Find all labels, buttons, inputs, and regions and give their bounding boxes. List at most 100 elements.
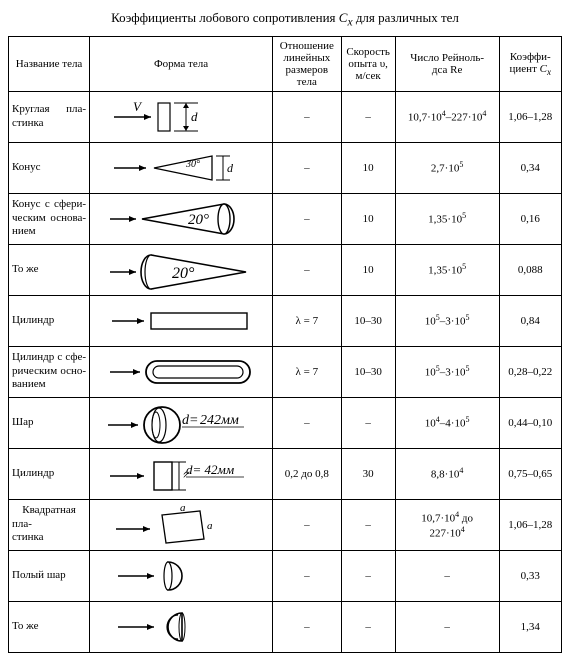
- cell-name: Цилиндр с сфе-рическим осно-ванием: [9, 346, 90, 397]
- cell-speed: 10: [341, 142, 395, 193]
- cell-cx: 0,088: [499, 244, 561, 295]
- table-row: Цилиндр с сфе-рическим осно-ванием λ = 7…: [9, 346, 562, 397]
- table-row: Полый шар –––0,33: [9, 550, 562, 601]
- cell-re: –: [395, 601, 499, 652]
- table-row: То же –––1,34: [9, 601, 562, 652]
- cell-name: Конус с сфери-ческим основа-нием: [9, 193, 90, 244]
- cell-cx: 1,06–1,28: [499, 499, 561, 550]
- hdr-cx-l2: циент: [510, 63, 540, 75]
- hdr-cx: Коэффи- циент Cx: [499, 36, 561, 91]
- cell-ratio: –: [273, 193, 342, 244]
- cell-cx: 0,28–0,22: [499, 346, 561, 397]
- title-tail: для различных тел: [353, 10, 459, 25]
- svg-text:V: V: [133, 99, 143, 114]
- hdr-re-l2: дса Re: [432, 64, 462, 76]
- cell-shape: 30° d: [90, 142, 273, 193]
- cell-re: 10,7·104 до227·104: [395, 499, 499, 550]
- hdr-ratio-l3: размеров: [286, 64, 329, 76]
- cell-speed: –: [341, 550, 395, 601]
- hdr-re: Число Рейноль- дса Re: [395, 36, 499, 91]
- cell-cx: 0,44–0,10: [499, 397, 561, 448]
- svg-text:d: d: [227, 161, 234, 175]
- cell-cx: 1,34: [499, 601, 561, 652]
- cell-name: То же: [9, 244, 90, 295]
- cell-ratio: –: [273, 142, 342, 193]
- cell-cx: 0,84: [499, 295, 561, 346]
- svg-text:20°: 20°: [172, 265, 195, 282]
- svg-text:242мм: 242мм: [200, 413, 239, 428]
- cell-shape: [90, 601, 273, 652]
- cell-name: Полый шар: [9, 550, 90, 601]
- cell-re: 104–4·105: [395, 397, 499, 448]
- cell-shape: [90, 346, 273, 397]
- cell-speed: 10–30: [341, 346, 395, 397]
- table-row: Квадратная пла-стинка aa––10,7·104 до227…: [9, 499, 562, 550]
- svg-text:a: a: [180, 503, 186, 514]
- cell-name: Квадратная пла-стинка: [9, 499, 90, 550]
- cell-speed: 10: [341, 193, 395, 244]
- svg-text:d= 42мм: d= 42мм: [186, 462, 234, 477]
- table-body: Круглая пла-стинка Vd––10,7·104–227·1041…: [9, 91, 562, 652]
- hdr-shape: Форма тела: [90, 36, 273, 91]
- cell-shape: 20°: [90, 244, 273, 295]
- cell-name: Круглая пла-стинка: [9, 91, 90, 142]
- cell-re: –: [395, 550, 499, 601]
- cell-shape: d= 42мм: [90, 448, 273, 499]
- svg-text:30°: 30°: [185, 159, 200, 170]
- hdr-cx-l2b: C: [540, 63, 547, 75]
- cell-ratio: –: [273, 244, 342, 295]
- cell-shape: [90, 550, 273, 601]
- cell-cx: 0,33: [499, 550, 561, 601]
- cell-re: 8,8·104: [395, 448, 499, 499]
- cell-re: 105–3·105: [395, 346, 499, 397]
- hdr-name: Название тела: [9, 36, 90, 91]
- cell-shape: d=242мм: [90, 397, 273, 448]
- cell-name: То же: [9, 601, 90, 652]
- table-title: Коэффициенты лобового сопротивления Cx д…: [8, 10, 562, 29]
- cell-name: Цилиндр: [9, 295, 90, 346]
- svg-text:20°: 20°: [188, 212, 209, 228]
- cell-ratio: –: [273, 550, 342, 601]
- cell-re: 1,35·105: [395, 244, 499, 295]
- hdr-speed: Скорость опыта υ, м/сек: [341, 36, 395, 91]
- cell-speed: –: [341, 91, 395, 142]
- cell-shape: [90, 295, 273, 346]
- cell-re: 2,7·105: [395, 142, 499, 193]
- cell-ratio: 0,2 до 0,8: [273, 448, 342, 499]
- cell-cx: 0,75–0,65: [499, 448, 561, 499]
- cell-cx: 0,16: [499, 193, 561, 244]
- hdr-speed-l3: м/сек: [356, 70, 381, 82]
- cell-ratio: λ = 7: [273, 346, 342, 397]
- hdr-speed-l1: Скорость: [346, 46, 390, 58]
- cell-name: Шар: [9, 397, 90, 448]
- table-row: Конус 30° d –102,7·1050,34: [9, 142, 562, 193]
- cell-ratio: λ = 7: [273, 295, 342, 346]
- cell-cx: 0,34: [499, 142, 561, 193]
- cell-name: Цилиндр: [9, 448, 90, 499]
- hdr-re-l1: Число Рейноль-: [410, 52, 484, 64]
- hdr-ratio-l4: тела: [297, 76, 317, 88]
- cell-shape: Vd: [90, 91, 273, 142]
- hdr-ratio-l1: Отношение: [280, 40, 334, 52]
- table-row: То же 20°–101,35·1050,088: [9, 244, 562, 295]
- cell-re: 10,7·104–227·104: [395, 91, 499, 142]
- drag-coeff-table: Название тела Форма тела Отношение линей…: [8, 36, 562, 653]
- cell-speed: –: [341, 499, 395, 550]
- hdr-ratio: Отношение линейных размеров тела: [273, 36, 342, 91]
- cell-ratio: –: [273, 601, 342, 652]
- cell-name: Конус: [9, 142, 90, 193]
- table-row: Шар d=242мм––104–4·1050,44–0,10: [9, 397, 562, 448]
- cell-shape: 20°: [90, 193, 273, 244]
- hdr-cx-l1: Коэффи-: [510, 51, 551, 63]
- svg-text:d: d: [191, 109, 198, 124]
- hdr-speed-l2: опыта υ,: [348, 58, 388, 70]
- svg-text:a: a: [207, 520, 213, 532]
- cell-ratio: –: [273, 499, 342, 550]
- table-row: Цилиндр λ = 710–30105–3·1050,84: [9, 295, 562, 346]
- cell-shape: aa: [90, 499, 273, 550]
- cell-ratio: –: [273, 397, 342, 448]
- table-row: Цилиндр d= 42мм 0,2 до 0,8308,8·1040,75–0…: [9, 448, 562, 499]
- cell-speed: 30: [341, 448, 395, 499]
- title-main: Коэффициенты лобового сопротивления: [111, 10, 339, 25]
- cell-re: 1,35·105: [395, 193, 499, 244]
